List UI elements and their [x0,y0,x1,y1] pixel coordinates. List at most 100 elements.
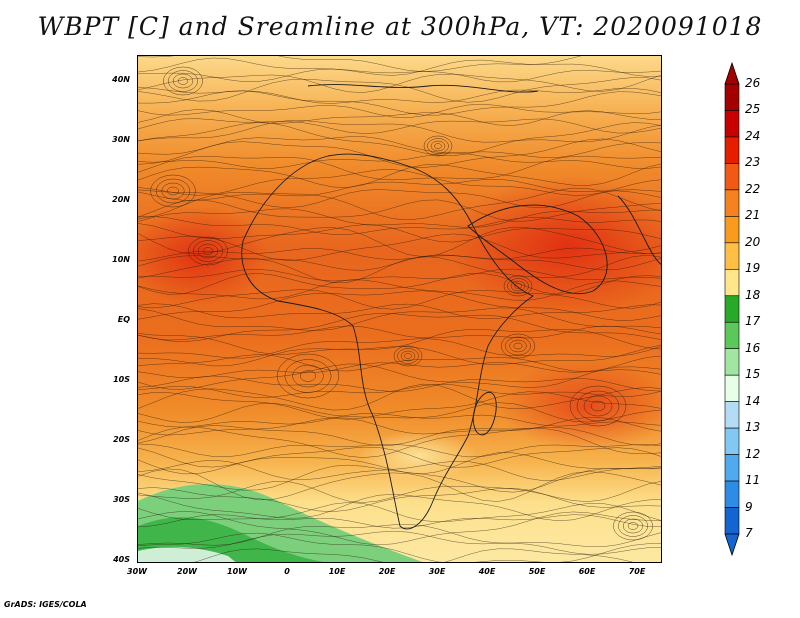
colorbar-label: 14 [745,393,761,408]
vortex-ring [590,400,606,412]
colorbar-label: 22 [745,181,761,196]
map-title: WBPT [C] and Sreamline at 300hPa, VT: 20… [37,12,763,41]
vortex-ring [300,370,316,382]
streamline [138,481,661,503]
vortex-ring [503,275,533,297]
streamline [138,163,661,188]
longitude-label: 60E [578,567,596,576]
vortex-ring [168,70,198,92]
vortex-ring [400,350,416,362]
colorbar-swatch [724,136,740,164]
streamline [138,187,661,221]
vortex-ring [509,339,527,353]
streamline [138,118,661,134]
vortex-ring [163,66,203,96]
streamline [138,73,661,93]
longitude-label: 20W [177,567,197,576]
streamline [138,375,661,392]
streamline [138,468,661,502]
vortex-ring [427,138,449,154]
streamline [138,169,661,196]
streamline [138,532,661,562]
streamline [138,273,661,295]
colorbar-label: 24 [745,128,761,143]
streamline [138,227,661,257]
colorbar-label: 23 [745,155,761,170]
colorbar-swatch [724,427,740,455]
longitude-label: 50E [528,567,546,576]
colorbar-swatch [724,110,740,138]
streamline [138,502,661,523]
streamline [138,303,661,320]
streamline [138,233,661,261]
streamline [138,443,661,458]
colorbar-swatch [724,83,740,111]
streamline [138,189,661,209]
colorbar-top-arrow [724,61,740,85]
streamlines [138,56,661,562]
streamline [138,464,661,493]
streamline [138,152,661,169]
streamline [138,103,661,119]
vortex-ring [576,390,620,422]
streamline [138,452,661,475]
streamline [138,514,661,529]
longitude-label: 30E [428,567,446,576]
vortex-ring [505,336,531,356]
streamline [138,223,661,243]
vortex-ring [583,395,613,417]
latitude-label: 30S [113,495,130,504]
colorbar-swatch [724,454,740,482]
streamline [138,254,661,283]
longitude-label: 70E [628,567,646,576]
africa-coastline [241,153,534,530]
vortex-ring [430,140,446,152]
streamline [138,109,661,126]
vortex-ring [423,135,453,157]
streamline [138,279,661,301]
streamline [138,155,661,181]
latitude-label: 10S [113,375,130,384]
colorbar-swatch [724,216,740,244]
vortex-ring [193,240,223,262]
vortex-ring [613,511,653,541]
streamline [138,492,661,522]
vortex-ring [514,283,522,289]
longitude-label: 30W [127,567,147,576]
streamline [138,138,661,168]
streamline [138,77,661,103]
colorbar-label: 9 [745,499,753,514]
streamline [138,417,661,436]
madagascar-coastline [472,391,497,436]
colorbar-swatch [724,480,740,508]
streamline [138,487,661,512]
latitude-label: EQ [117,315,130,324]
vortex-ring [172,73,194,89]
streamline [138,383,661,411]
streamline [138,402,661,423]
vortex-ring [197,243,219,259]
streamline [138,338,661,359]
colorbar-label: 13 [745,420,761,435]
streamline [138,459,661,481]
vortex-ring [627,522,639,530]
colorbar-swatch [724,268,740,297]
streamline [138,307,661,331]
colorbar-swatch [724,189,740,217]
streamline [138,268,661,282]
vortex-ring [155,178,191,204]
colorbar-label: 11 [745,473,761,488]
vortex-ring [393,345,423,367]
longitude-label: 20E [378,567,396,576]
colorbar-label: 19 [745,261,761,276]
streamline [138,57,661,77]
streamline [138,511,661,546]
colorbar-swatch [724,242,740,270]
streamline [138,199,661,222]
streamline [138,216,661,235]
colorbar-swatch [724,163,740,191]
streamline [138,530,661,555]
streamline [138,329,661,355]
vortex-ring [569,385,627,427]
arabia-coastline [467,204,608,295]
